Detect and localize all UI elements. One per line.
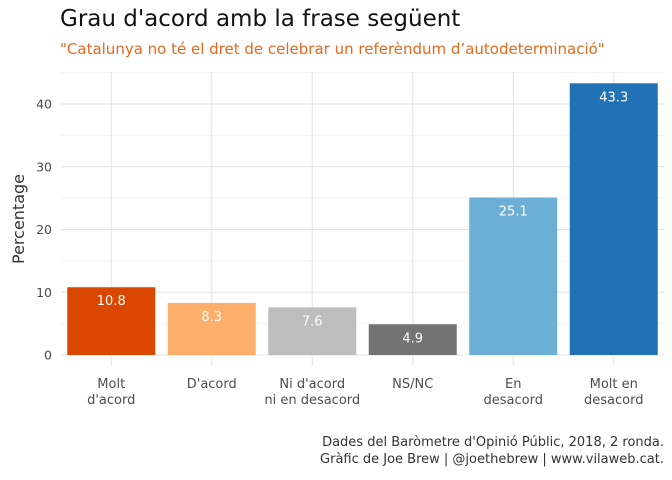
y-axis-title: Percentage <box>9 174 28 264</box>
y-tick-label: 30 <box>36 159 52 174</box>
caption-author: Gràfic de Joe Brew | @joethebrew | www.v… <box>320 452 664 467</box>
y-tick-label: 40 <box>36 97 52 112</box>
bar <box>268 307 357 355</box>
bar-value-label: 10.8 <box>97 294 126 309</box>
x-tick-label: Molt en desacord <box>584 377 643 408</box>
bar <box>368 324 457 355</box>
chart-subtitle: "Catalunya no té el dret de celebrar un … <box>60 40 605 58</box>
x-tick-label: Ni d'acord ni en desacord <box>264 377 360 408</box>
y-tick-label: 10 <box>36 285 52 300</box>
x-tick-label: D'acord <box>187 377 237 392</box>
bar-value-label: 25.1 <box>499 204 528 219</box>
bar-value-label: 43.3 <box>599 90 628 105</box>
bar <box>569 83 658 355</box>
x-tick-label: Molt d'acord <box>87 377 135 408</box>
bars <box>67 83 658 355</box>
bar-value-label: 4.9 <box>402 331 423 346</box>
y-tick-label: 20 <box>36 222 52 237</box>
bar-value-label: 8.3 <box>201 310 222 325</box>
chart-title: Grau d'acord amb la frase següent <box>60 6 461 32</box>
x-tick-label: En desacord <box>484 377 543 408</box>
caption-source: Dades del Baròmetre d'Opinió Públic, 201… <box>322 435 664 450</box>
bar <box>167 302 256 355</box>
bar <box>469 197 558 355</box>
y-tick-label: 0 <box>44 348 52 363</box>
bar-value-labels: 10.8 8.3 7.6 4.9 25.1 43.3 <box>97 90 628 346</box>
x-tick-label: NS/NC <box>392 377 433 392</box>
bar-value-label: 7.6 <box>302 314 323 329</box>
x-axis-ticks: Molt d'acord D'acord Ni d'acord ni en desaco… <box>87 377 643 408</box>
bar <box>67 287 156 355</box>
y-axis-ticks: 0 10 20 30 40 <box>36 97 52 363</box>
